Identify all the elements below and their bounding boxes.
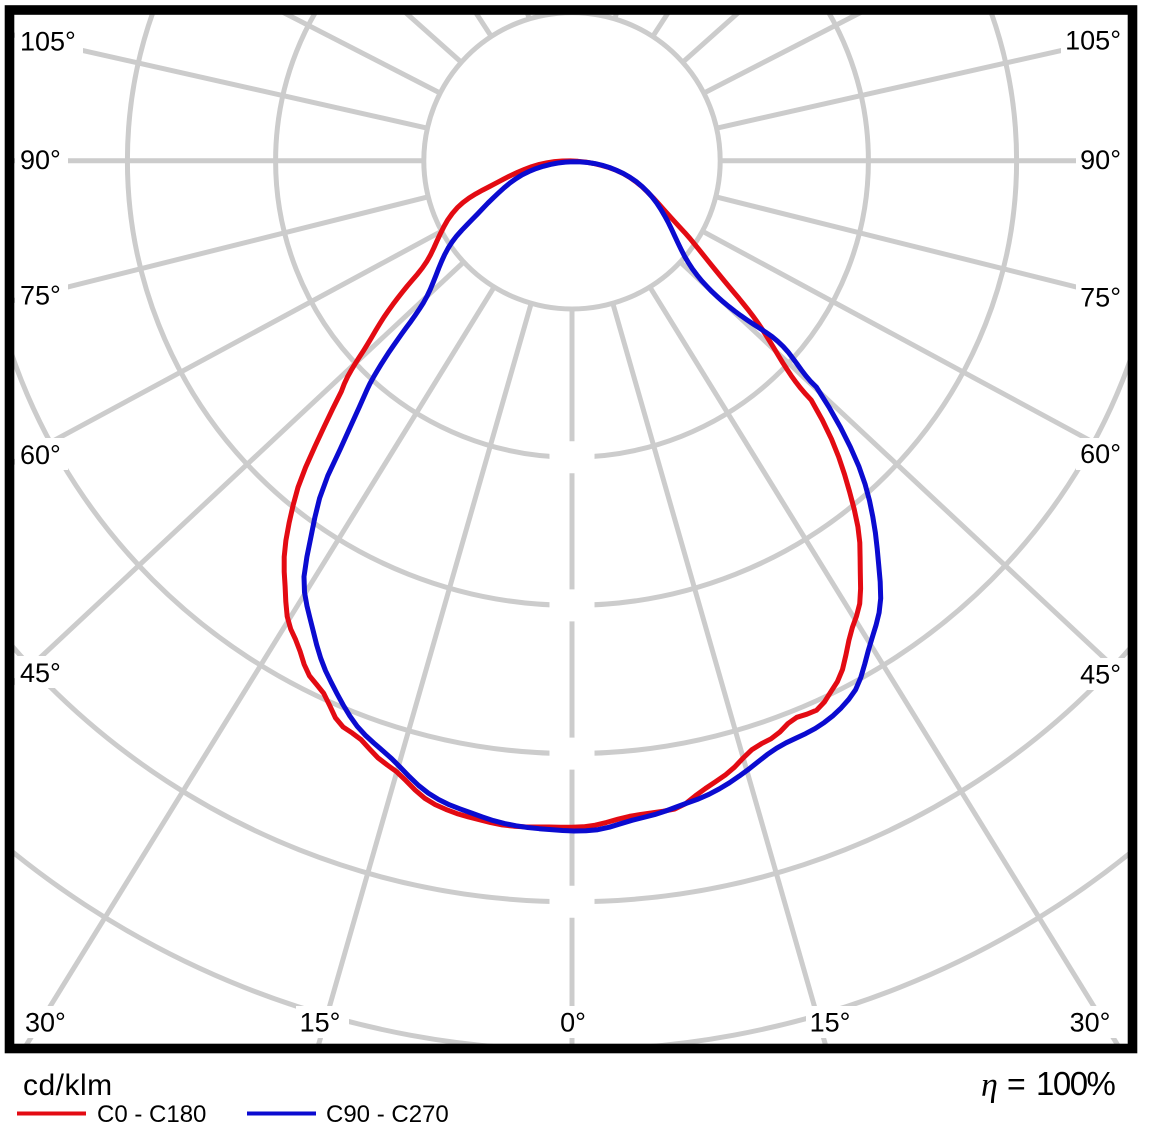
svg-text:30°: 30° [1070, 1008, 1111, 1038]
svg-text:75°: 75° [1080, 283, 1121, 313]
svg-text:100%: 100% [1036, 1065, 1116, 1102]
svg-text:105°: 105° [1065, 26, 1121, 56]
svg-text:η: η [981, 1067, 998, 1104]
svg-text:105°: 105° [20, 27, 76, 57]
svg-text:cd/klm: cd/klm [23, 1069, 113, 1102]
svg-text:C0 - C180: C0 - C180 [97, 1101, 206, 1128]
svg-text:C90 - C270: C90 - C270 [326, 1101, 449, 1128]
svg-text:90°: 90° [20, 145, 61, 175]
svg-text:15°: 15° [300, 1008, 341, 1038]
svg-text:90°: 90° [1080, 145, 1121, 175]
svg-text:15°: 15° [810, 1008, 851, 1038]
svg-text:60°: 60° [1080, 439, 1121, 469]
svg-text:75°: 75° [20, 281, 61, 311]
svg-text:0°: 0° [560, 1008, 586, 1038]
svg-text:=: = [1007, 1066, 1026, 1102]
svg-text:45°: 45° [1080, 660, 1121, 690]
svg-text:60°: 60° [20, 440, 61, 470]
svg-text:30°: 30° [25, 1008, 66, 1038]
svg-text:45°: 45° [20, 658, 61, 688]
